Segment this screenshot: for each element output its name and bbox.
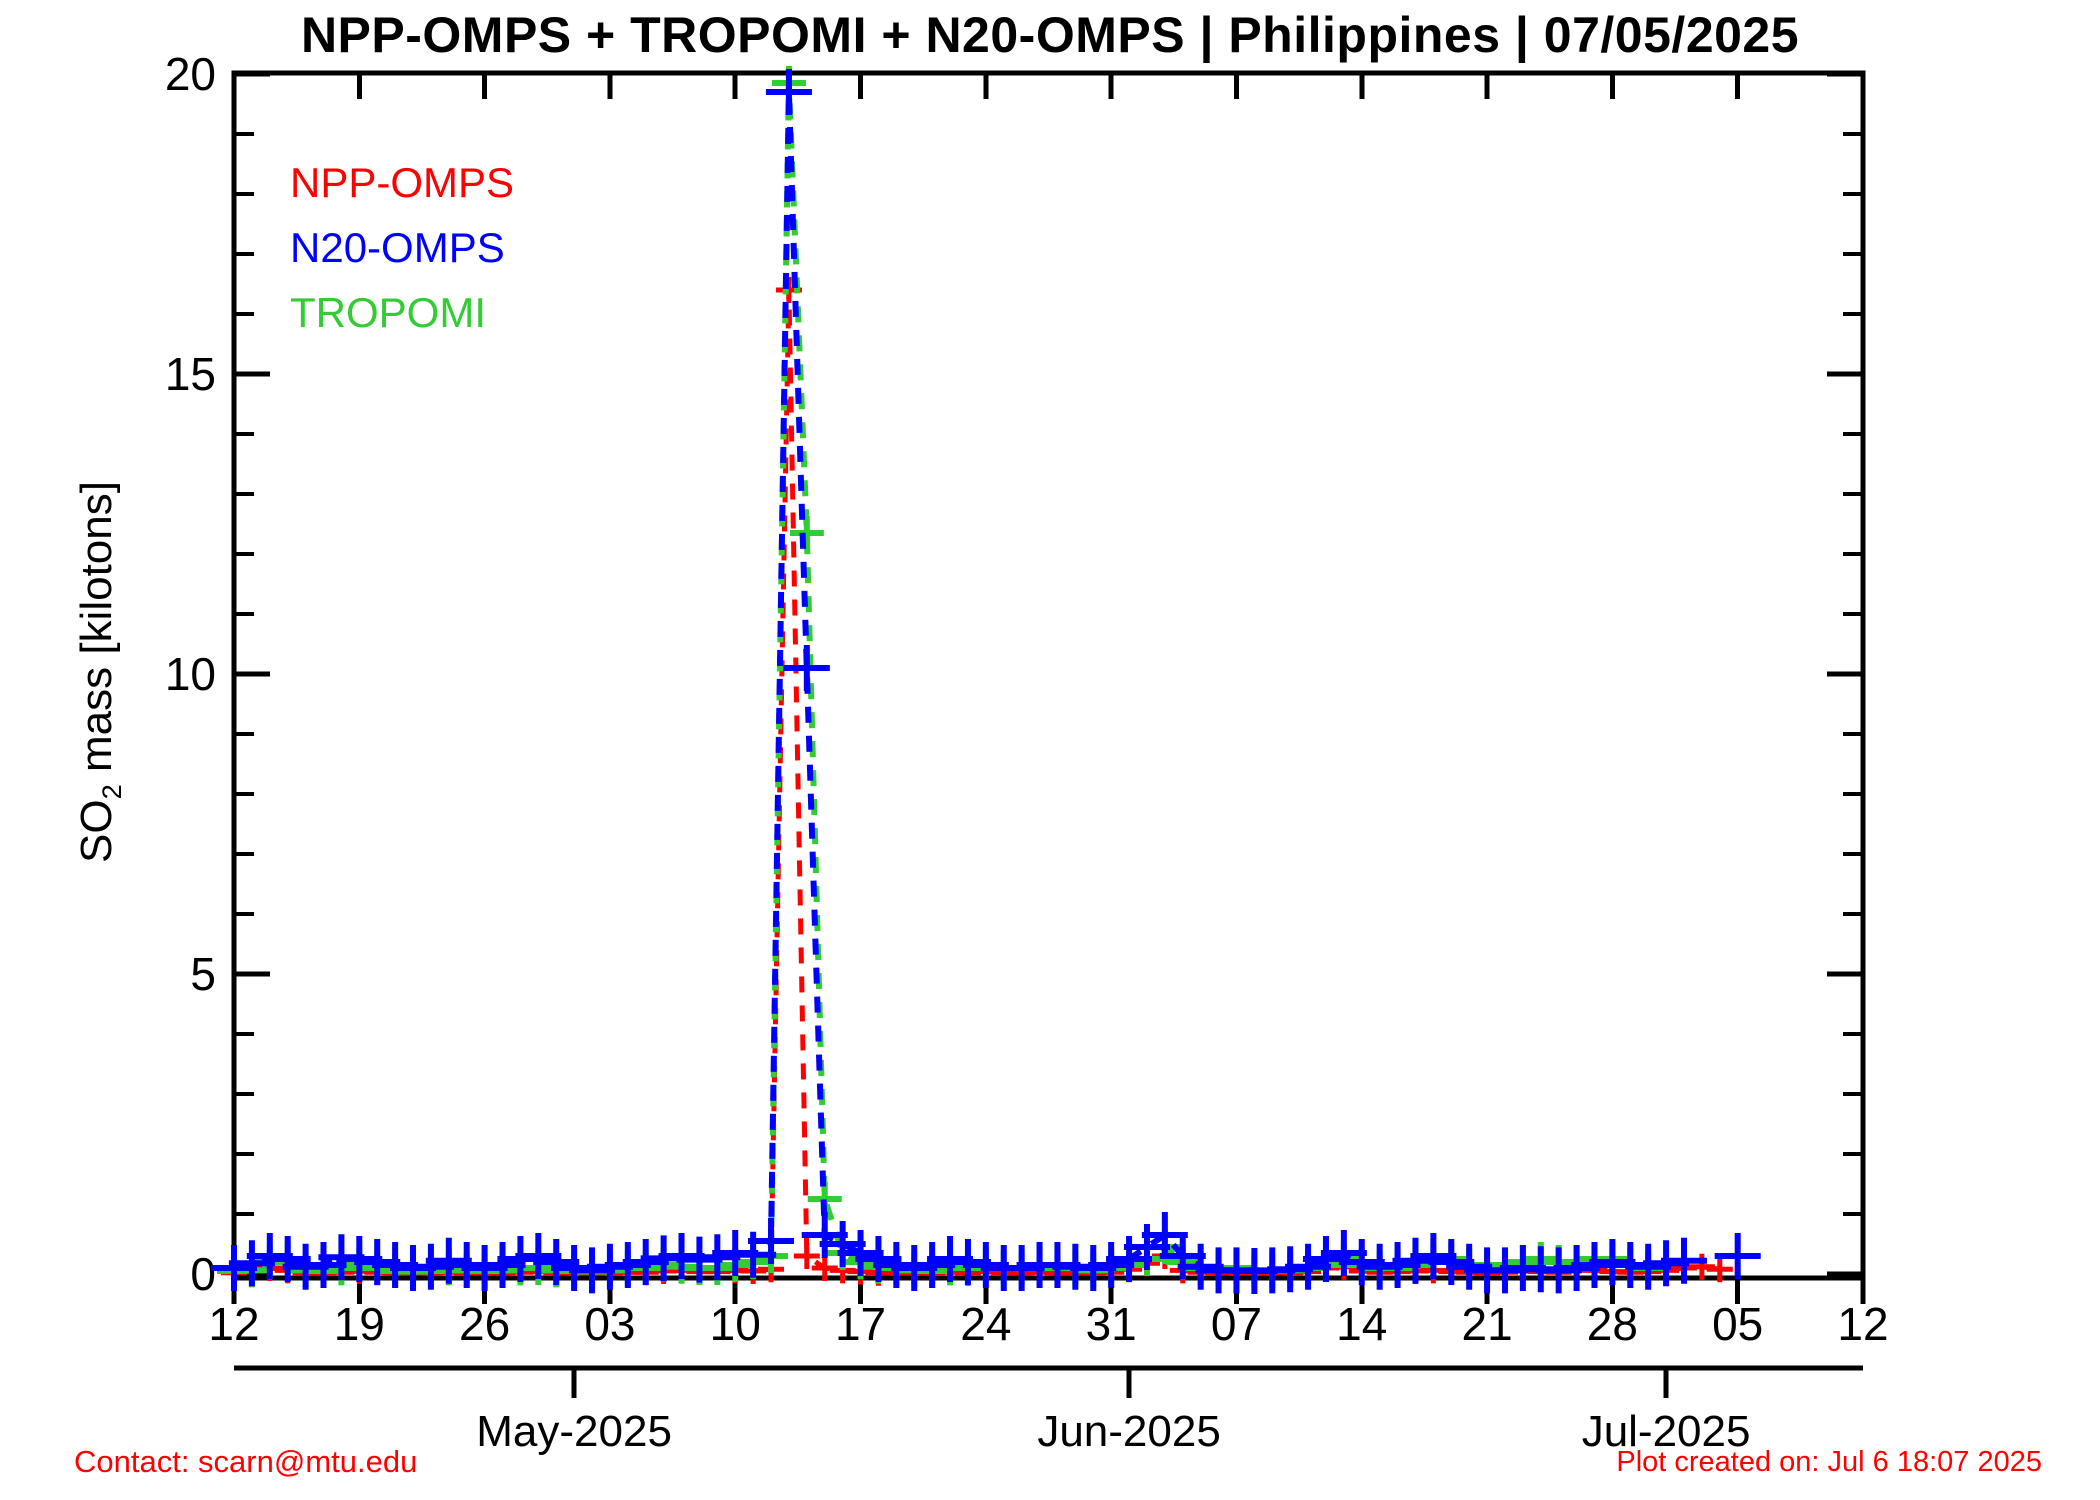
month-label: May-2025 (476, 1407, 672, 1456)
x-tick-label: 19 (334, 1298, 385, 1350)
month-label: Jun-2025 (1037, 1407, 1220, 1456)
data-point-marker (1714, 1233, 1761, 1279)
x-tick-label: 12 (208, 1298, 259, 1350)
legend-item-tropomi: TROPOMI (290, 289, 486, 336)
x-tick-label: 05 (1712, 1298, 1763, 1350)
plot-created-text: Plot created on: Jul 6 18:07 2025 (1616, 1446, 2042, 1478)
data-point-marker (765, 69, 812, 115)
x-tick-label: 21 (1461, 1298, 1512, 1350)
x-tick-label: 31 (1086, 1298, 1137, 1350)
legend-item-npp-omps: NPP-OMPS (290, 159, 515, 206)
series-line (233, 289, 1721, 1276)
x-tick-label: 10 (710, 1298, 761, 1350)
contact-text: Contact: scarn@mtu.edu (74, 1444, 418, 1479)
y-axis-label: SO2 mass [kilotons] (72, 481, 128, 863)
legend: NPP-OMPS N20-OMPS TROPOMI (290, 150, 514, 345)
y-tick-label: 20 (165, 48, 216, 100)
month-label: Jul-2025 (1582, 1407, 1751, 1456)
x-tick-label: 28 (1587, 1298, 1638, 1350)
y-tick-label: 0 (190, 1248, 216, 1300)
x-tick-label: 24 (960, 1298, 1011, 1350)
data-point-marker (1660, 1237, 1707, 1284)
series-npp-omps (221, 277, 1733, 1286)
x-tick-label: 03 (584, 1298, 635, 1350)
chart-title: NPP-OMPS + TROPOMI + N20-OMPS | Philippi… (300, 7, 1800, 63)
series-n20-omps (211, 69, 1761, 1294)
data-point-marker (783, 645, 830, 691)
x-tick-label: 26 (459, 1298, 510, 1350)
y-tick-label: 5 (190, 948, 216, 1000)
x-tick-label: 07 (1211, 1298, 1262, 1350)
y-tick-label: 10 (165, 648, 216, 700)
x-tick-label: 17 (835, 1298, 886, 1350)
data-point-marker (748, 1218, 795, 1264)
data-point-marker (789, 516, 824, 550)
x-tick-label: 12 (1837, 1298, 1888, 1350)
y-axis-label-pre: SO (72, 799, 122, 863)
y-tick-label: 15 (165, 348, 216, 400)
data-point-marker (793, 1243, 820, 1269)
data-point-marker (1706, 1256, 1733, 1283)
legend-item-n20-omps: N20-OMPS (290, 224, 505, 271)
y-axis-label-post: mass [kilotons] (72, 481, 122, 785)
y-axis-label-sub: 2 (95, 784, 127, 800)
x-tick-label: 14 (1336, 1298, 1387, 1350)
